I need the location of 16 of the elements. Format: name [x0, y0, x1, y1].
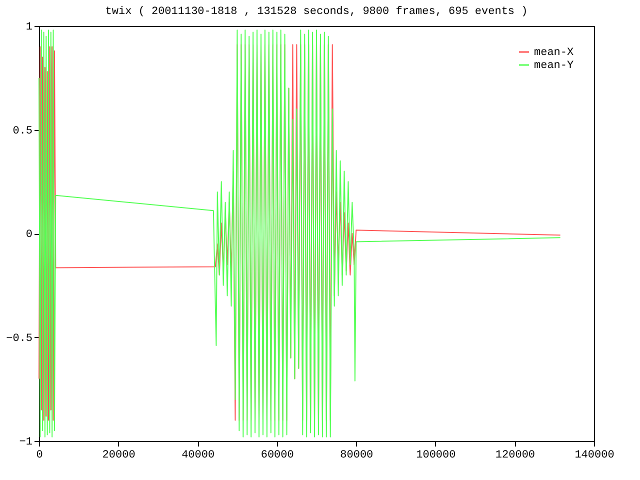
chart-title: twix ( 20011130-1818 , 131528 seconds, 9800 frames, 695 events ) [105, 6, 528, 18]
x-tick-label: 40000 [182, 450, 215, 462]
x-tick-label: 120000 [495, 450, 536, 462]
y-tick-label: −1 [19, 436, 33, 448]
legend-label: mean-Y [534, 60, 574, 72]
x-tick-label: 140000 [574, 450, 614, 462]
legend-label: mean-X [534, 47, 574, 59]
x-tick-label: 60000 [260, 450, 294, 462]
x-tick-label: 0 [36, 450, 43, 462]
y-tick-label: 1 [26, 22, 33, 34]
y-tick-label: 0 [26, 229, 32, 241]
x-tick-label: 20000 [102, 450, 136, 462]
y-tick-label: 0.5 [12, 125, 32, 138]
y-tick-label: −0.5 [6, 332, 32, 345]
x-tick-label: 100000 [416, 450, 456, 462]
x-tick-label: 80000 [340, 450, 374, 462]
